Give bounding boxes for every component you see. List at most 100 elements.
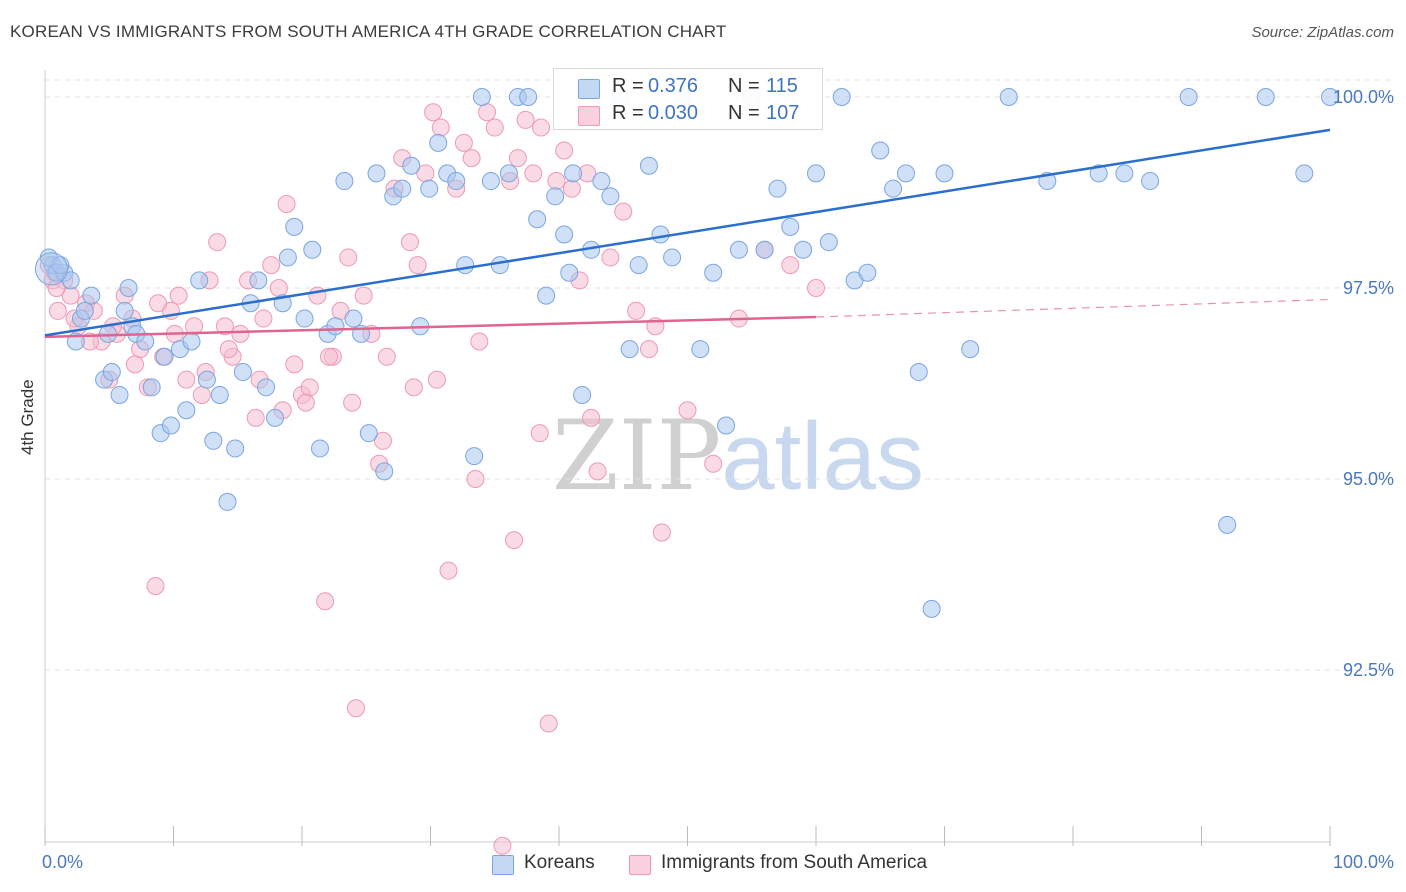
y-tick-label: 92.5%	[1342, 660, 1394, 680]
south-america-point	[462, 149, 481, 168]
korean-point	[564, 164, 583, 183]
south-america-point	[296, 393, 315, 412]
south-america-point	[400, 233, 419, 252]
south-america-point	[781, 256, 800, 275]
south-america-point	[454, 133, 473, 152]
korean-point	[75, 301, 94, 320]
south-america-point	[427, 370, 446, 389]
korean-point	[629, 256, 648, 275]
korean-point	[935, 164, 954, 183]
korean-point	[651, 225, 670, 244]
korean-point	[115, 301, 134, 320]
korean-point	[182, 332, 201, 351]
x-tick-min: 0.0%	[42, 852, 84, 872]
south-america-point	[505, 531, 524, 550]
south-america-point	[493, 836, 512, 855]
korean-point	[1115, 164, 1134, 183]
korean-point	[1321, 88, 1339, 106]
korean-point	[233, 363, 252, 382]
korean-point	[190, 271, 209, 290]
korean-point	[266, 408, 285, 427]
korean-point	[1218, 515, 1237, 534]
korean-point	[560, 263, 579, 282]
korean-point	[456, 256, 475, 275]
south-america-point	[547, 172, 566, 191]
korean-point	[884, 179, 903, 198]
trend-line-south-america-extrapolated	[815, 298, 1331, 318]
korean-point	[310, 439, 329, 458]
south-america-point	[466, 470, 485, 488]
korean-point	[922, 599, 941, 618]
korean-point	[592, 172, 611, 191]
korean-point	[729, 240, 748, 259]
korean-point	[999, 88, 1018, 106]
south-america-point	[208, 233, 227, 252]
south-america-point	[219, 340, 238, 359]
korean-point	[481, 172, 500, 191]
legend-label-south-america: Immigrants from South America	[661, 852, 928, 873]
south-america-point	[639, 340, 658, 359]
korean-point	[546, 187, 565, 206]
south-america-point	[431, 118, 450, 137]
korean-point	[285, 217, 304, 236]
chart-title: KOREAN VS IMMIGRANTS FROM SOUTH AMERICA …	[10, 22, 727, 41]
y-tick-label: 97.5%	[1342, 278, 1394, 298]
y-tick-label: 100.0%	[1332, 87, 1394, 107]
korean-point	[119, 279, 138, 297]
south-america-point	[346, 699, 365, 718]
south-america-point	[300, 378, 319, 397]
n-value: 115	[766, 75, 798, 97]
korean-point	[142, 378, 161, 397]
korean-point	[807, 164, 825, 183]
korean-point	[691, 340, 710, 359]
korean-point	[519, 88, 538, 106]
watermark-atlas: atlas	[721, 403, 924, 510]
south-america-point	[555, 141, 574, 160]
watermark-zip: ZIP	[552, 400, 722, 512]
south-america-point	[48, 301, 67, 320]
south-america-point	[339, 248, 358, 267]
r-value: 0.376	[648, 75, 699, 97]
south-america-swatch	[629, 855, 651, 875]
south-america-point	[470, 332, 489, 351]
korean-point	[344, 309, 363, 328]
south-america-point	[807, 279, 825, 297]
korean-point	[601, 187, 620, 206]
south-america-point	[269, 279, 288, 297]
korean-point	[161, 416, 180, 435]
south-america-point	[373, 431, 392, 450]
trend-lines	[44, 128, 1331, 339]
south-america-point	[532, 118, 551, 137]
r-label: R =	[612, 102, 644, 124]
n-value: 107	[766, 102, 800, 124]
korean-point	[402, 156, 421, 175]
korean-point	[1089, 164, 1108, 183]
korean-point-large	[34, 252, 68, 286]
korean-point	[537, 286, 556, 305]
korean-point	[1295, 164, 1314, 183]
south-america-point	[478, 103, 497, 122]
korean-point	[136, 332, 155, 351]
n-label: N =	[728, 75, 760, 97]
korean-point	[326, 317, 345, 336]
south-america-point	[125, 355, 144, 374]
south-america-point	[516, 110, 535, 129]
korean-point	[472, 88, 491, 106]
korean-point	[295, 309, 314, 328]
korean-point	[1256, 88, 1275, 106]
korean-point	[335, 172, 354, 191]
korean-point	[871, 141, 890, 160]
korean-point	[573, 385, 592, 404]
south-america-point	[424, 103, 443, 122]
korean-point	[819, 233, 838, 252]
south-america-point	[408, 256, 427, 275]
korean-point	[768, 179, 787, 198]
korean-point	[832, 88, 851, 106]
korean-point	[555, 225, 574, 244]
south-america-point	[678, 401, 697, 420]
koreans-swatch	[492, 855, 514, 875]
south-america-point	[614, 202, 633, 221]
south-america-point	[316, 592, 335, 611]
south-america-point	[704, 454, 723, 473]
